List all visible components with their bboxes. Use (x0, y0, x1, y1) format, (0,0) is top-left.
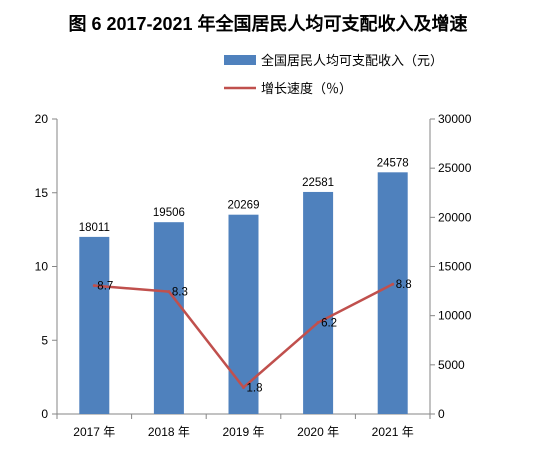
legend: 全国居民人均可支配收入（元） 增长速度（％） (224, 53, 443, 96)
line-point (167, 290, 171, 294)
bar (303, 191, 334, 414)
x-axis-tick-label: 2017 年 (73, 425, 115, 439)
bar-value-label: 24578 (377, 157, 409, 169)
bar-series (79, 172, 408, 414)
bar (228, 214, 259, 414)
right-axis-tick-label: 30000 (438, 112, 472, 126)
bar-value-label: 18011 (79, 222, 110, 234)
line-value-label: 1.8 (247, 382, 263, 394)
left-axis-tick-label: 0 (41, 407, 48, 421)
left-axis-tick-label: 20 (35, 112, 49, 126)
line-point (242, 385, 245, 389)
bar (79, 236, 110, 414)
legend-bar-label: 全国居民人均可支配收入（元） (261, 53, 443, 68)
x-axis-tick-label: 2018 年 (148, 425, 190, 439)
line-value-label: 8.3 (172, 287, 188, 299)
right-axis-tick-label: 5000 (438, 358, 465, 372)
left-axis-tick-label: 10 (35, 260, 49, 274)
bar (377, 172, 408, 414)
data-labels: 18011 19506 20269 22581 24578 8.7 8.3 1.8 6.2 8.8 (79, 157, 412, 394)
legend-bar-swatch (224, 55, 256, 65)
line-value-label: 8.7 (97, 281, 113, 293)
x-axis-tick-label: 2021 年 (372, 425, 414, 439)
right-axis-tick-label: 15000 (438, 260, 472, 274)
chart-title: 图 6 2017-2021 年全国居民人均可支配收入及增速 (68, 14, 468, 34)
bar (153, 222, 184, 414)
left-axis-tick-label: 5 (41, 333, 48, 347)
right-axis-tick-label: 20000 (438, 210, 472, 224)
line-series (92, 282, 395, 389)
x-axis-tick-label: 2020 年 (297, 425, 339, 439)
line-point (316, 321, 320, 325)
bar-value-label: 22581 (302, 177, 334, 189)
line-value-label: 6.2 (321, 318, 337, 330)
bar-value-label: 19506 (153, 207, 185, 219)
right-axis-tick-label: 25000 (438, 161, 472, 175)
bar-value-label: 20269 (228, 200, 260, 212)
left-axis-tick-label: 15 (35, 186, 49, 200)
right-axis-tick-label: 0 (438, 407, 445, 421)
line-value-label: 8.8 (396, 279, 412, 291)
line-point (92, 284, 96, 288)
line-point (391, 282, 395, 286)
right-axis-tick-label: 10000 (438, 309, 472, 323)
x-axis-tick-label: 2019 年 (222, 425, 264, 439)
legend-line-label: 增长速度（％） (261, 81, 352, 96)
